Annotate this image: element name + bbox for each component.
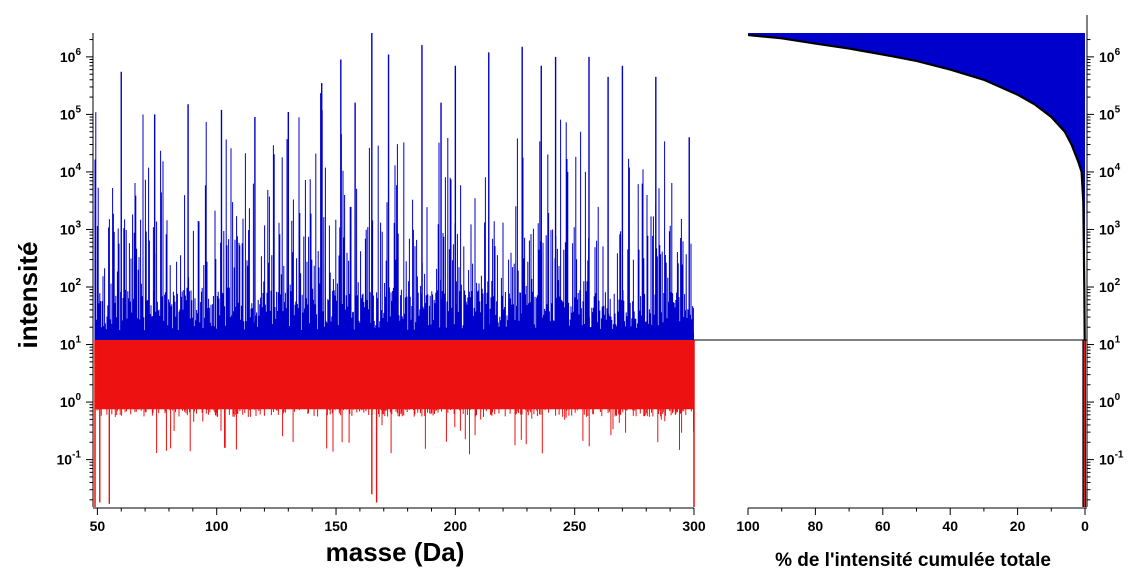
y-tick-label: 105 xyxy=(1099,104,1121,122)
above-threshold-sticks xyxy=(94,93,694,340)
cumulative-fill xyxy=(748,33,1085,507)
y-tick-label: 102 xyxy=(60,277,82,295)
x-tick-label: 200 xyxy=(444,518,468,534)
y-tick-label: 105 xyxy=(60,104,82,122)
x-tick-label: 80 xyxy=(808,518,824,534)
cumulative-axes: 10-1 100 101 102 103 104 105 106 100 80 60 40 20 0 xyxy=(736,15,1124,534)
y-tick-label: 101 xyxy=(60,335,82,353)
y-tick-label: 10-1 xyxy=(1099,450,1124,468)
y-tick-label: 10-1 xyxy=(57,450,82,468)
y-tick-label: 101 xyxy=(1099,335,1121,353)
y-tick-label: 104 xyxy=(60,162,82,180)
x-tick-label: 100 xyxy=(736,518,760,534)
x-axis-title-mass: masse (Da) xyxy=(326,537,465,567)
y-tick-label: 103 xyxy=(1099,219,1121,237)
x-tick-label: 50 xyxy=(90,518,106,534)
y-tick-label: 100 xyxy=(60,392,82,410)
x-tick-label: 0 xyxy=(1081,518,1089,534)
x-tick-label: 250 xyxy=(563,518,587,534)
cumulative-area xyxy=(747,33,1087,508)
mass-spectrum-panel: 10-1 100 101 102 103 104 105 106 50 100 150 200 250 3… xyxy=(57,33,706,534)
x-tick-label: 40 xyxy=(942,518,958,534)
y-tick-label: 106 xyxy=(1099,47,1121,65)
below-threshold-sliver xyxy=(1083,339,1085,507)
y-tick-label: 104 xyxy=(1099,162,1121,180)
cumulative-intensity-panel: 10-1 100 101 102 103 104 105 106 100 80 60 40 20 0 xyxy=(736,15,1124,534)
x-axis-title-cumulative: % de l'intensité cumulée totale xyxy=(775,550,1051,571)
y-tick-label: 103 xyxy=(60,219,82,237)
below-threshold-sticks xyxy=(94,340,694,455)
y-tick-label: 100 xyxy=(1099,392,1121,410)
above-threshold-peaks xyxy=(94,33,694,340)
y-axis-title: intensité xyxy=(13,242,43,349)
mass-spectrum-axes: 10-1 100 101 102 103 104 105 106 50 100 150 200 250 3… xyxy=(57,33,706,534)
below-threshold-region xyxy=(94,339,695,507)
x-tick-label: 150 xyxy=(324,518,348,534)
x-tick-label: 20 xyxy=(1010,518,1026,534)
y-tick-label: 102 xyxy=(1099,277,1121,295)
y-tick-label: 106 xyxy=(60,47,82,65)
x-tick-label: 100 xyxy=(205,518,229,534)
cumulative-curve xyxy=(747,33,1087,508)
x-tick-label: 60 xyxy=(875,518,891,534)
x-tick-label: 300 xyxy=(682,518,706,534)
